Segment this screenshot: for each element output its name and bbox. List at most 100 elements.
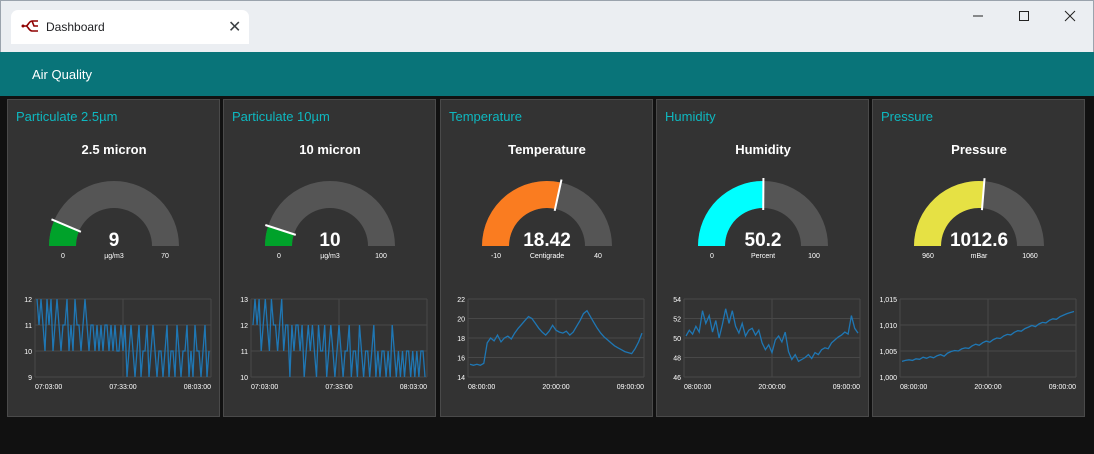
x-tick-label: 07:33:00 <box>109 384 136 391</box>
minimize-icon[interactable] <box>955 1 1001 31</box>
y-tick-label: 13 <box>240 297 248 304</box>
gauge-needle <box>51 218 82 233</box>
y-tick-label: 46 <box>673 375 681 382</box>
widget-card: Particulate 10µm 10 micron 10 µg/m3 0 100 13 12… <box>223 99 436 417</box>
gauge-max: 1060 <box>1022 253 1038 260</box>
x-tick-label: 07:03:00 <box>35 384 62 391</box>
gauge: Humidity 50.2 Percent 0 100 <box>698 142 828 260</box>
y-tick-label: 10 <box>240 375 248 382</box>
y-tick-label: 16 <box>457 356 465 363</box>
gauge-min: 0 <box>61 253 65 260</box>
app-header: Air Quality <box>0 52 1094 96</box>
y-tick-label: 18 <box>457 336 465 343</box>
gauge-value: 9 <box>109 230 120 251</box>
gauge-label: Pressure <box>951 142 1007 157</box>
gauge-fill <box>914 180 985 246</box>
gauge: Temperature 18.42 Centigrade -10 40 <box>482 142 612 260</box>
gauge-units: µg/m3 <box>320 253 340 260</box>
gauge-min: 0 <box>277 253 281 260</box>
widget-card: Particulate 2.5µm 2.5 micron 9 µg/m3 0 70 12 11… <box>7 99 220 417</box>
gauge-max: 40 <box>594 253 602 260</box>
y-tick-label: 11 <box>241 349 248 356</box>
widget-card: Temperature Temperature 18.42 Centigrade -10… <box>440 99 653 417</box>
gauge-max: 100 <box>808 253 820 260</box>
window-titlebar: Dashboard ✕ <box>0 0 1094 52</box>
gauge-units: Centigrade <box>530 253 564 260</box>
y-tick-label: 22 <box>457 297 465 304</box>
x-tick-label: 08:03:00 <box>184 384 211 391</box>
gauge-needle <box>553 179 563 212</box>
widget-card: Pressure Pressure 1012.6 mBar 960 1060 1,015 1,… <box>872 99 1085 417</box>
x-tick-label: 08:00:00 <box>900 384 927 391</box>
y-tick-label: 1,000 <box>879 375 897 382</box>
gauge-max: 70 <box>161 253 169 260</box>
gauge-value: 18.42 <box>523 230 571 251</box>
gauge-label: Temperature <box>508 142 586 157</box>
gauge-units: µg/m3 <box>104 253 124 260</box>
line-chart: 12 11 10 907:03:00 07:33:00 08:03:00 <box>24 297 212 391</box>
x-tick-label: 08:03:00 <box>400 384 427 391</box>
x-tick-label: 08:00:00 <box>468 384 495 391</box>
y-tick-label: 14 <box>457 375 465 382</box>
widget-card: Humidity Humidity 50.2 Percent 0 100 54 52 50 48 4… <box>656 99 869 417</box>
gauge-units: Percent <box>751 253 775 260</box>
series-line <box>901 310 1075 363</box>
card-title: Particulate 10µm <box>232 109 330 124</box>
gauge-fill <box>698 181 764 246</box>
gauge-track <box>265 181 395 246</box>
y-tick-label: 50 <box>673 336 681 343</box>
x-tick-label: 20:00:00 <box>758 384 785 391</box>
series-line <box>685 308 859 363</box>
x-tick-label: 07:03:00 <box>251 384 278 391</box>
y-tick-label: 52 <box>673 317 681 324</box>
y-tick-label: 54 <box>673 297 681 304</box>
gauge: Pressure 1012.6 mBar 960 1060 <box>914 142 1044 260</box>
browser-tab[interactable]: Dashboard ✕ <box>11 10 249 44</box>
y-tick-label: 12 <box>240 323 248 330</box>
x-tick-label: 20:00:00 <box>542 384 569 391</box>
y-tick-label: 1,015 <box>879 297 897 304</box>
y-tick-label: 1,010 <box>879 323 897 330</box>
gauge: 2.5 micron 9 µg/m3 0 70 <box>49 142 179 260</box>
x-tick-label: 07:33:00 <box>325 384 352 391</box>
x-tick-label: 09:00:00 <box>1049 384 1076 391</box>
tab-close-icon[interactable]: ✕ <box>228 19 242 36</box>
node-red-icon <box>21 20 38 32</box>
tab-title: Dashboard <box>46 20 105 34</box>
card-title: Temperature <box>449 109 522 124</box>
y-tick-label: 1,005 <box>879 349 897 356</box>
gauge-label: 10 micron <box>299 142 360 157</box>
x-tick-label: 09:00:00 <box>617 384 644 391</box>
y-tick-label: 9 <box>28 375 32 382</box>
y-tick-label: 10 <box>24 349 32 356</box>
gauge-min: 0 <box>710 253 714 260</box>
gauge-value: 50.2 <box>745 230 782 251</box>
x-tick-label: 08:00:00 <box>684 384 711 391</box>
gauge-min: -10 <box>491 253 501 260</box>
gauge-min: 960 <box>922 253 934 260</box>
series-line <box>36 298 210 378</box>
gauge-max: 100 <box>375 253 387 260</box>
maximize-icon[interactable] <box>1001 1 1047 31</box>
gauge-value: 1012.6 <box>950 230 1008 251</box>
x-tick-label: 09:00:00 <box>833 384 860 391</box>
y-tick-label: 20 <box>457 317 465 324</box>
close-icon[interactable] <box>1047 1 1093 31</box>
gauge-track <box>49 181 179 246</box>
gauge-label: 2.5 micron <box>81 142 146 157</box>
gauge: 10 micron 10 µg/m3 0 100 <box>265 142 395 260</box>
page-title: Air Quality <box>32 67 92 82</box>
gauge-needle <box>980 178 986 211</box>
gauge-fill <box>265 225 294 246</box>
x-tick-label: 20:00:00 <box>974 384 1001 391</box>
gauge-needle <box>265 224 297 236</box>
y-tick-label: 12 <box>24 297 32 304</box>
gauge-fill <box>49 220 80 246</box>
gauge-label: Humidity <box>735 142 791 157</box>
gauge-units: mBar <box>971 253 988 260</box>
dashboard-content: Particulate 2.5µm 2.5 micron 9 µg/m3 0 70 12 11… <box>0 96 1094 454</box>
